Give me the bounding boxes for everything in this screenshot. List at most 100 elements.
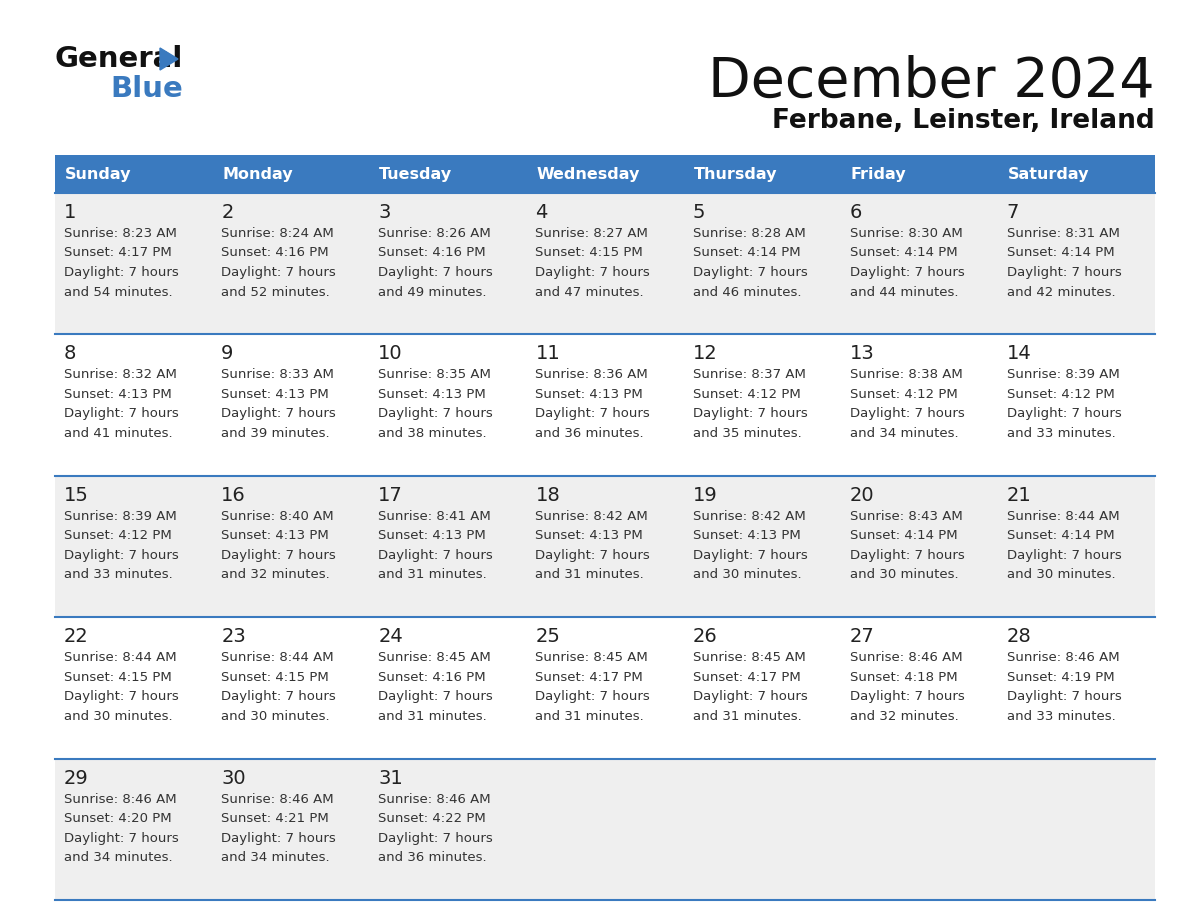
Text: Sunset: 4:16 PM: Sunset: 4:16 PM — [378, 671, 486, 684]
Text: Daylight: 7 hours: Daylight: 7 hours — [1007, 690, 1121, 703]
Text: and 36 minutes.: and 36 minutes. — [536, 427, 644, 440]
Text: Friday: Friday — [851, 166, 906, 182]
Text: Sunset: 4:22 PM: Sunset: 4:22 PM — [378, 812, 486, 825]
Text: Sunrise: 8:39 AM: Sunrise: 8:39 AM — [64, 509, 177, 522]
Text: Daylight: 7 hours: Daylight: 7 hours — [849, 690, 965, 703]
Text: and 35 minutes.: and 35 minutes. — [693, 427, 802, 440]
Text: Sunrise: 8:45 AM: Sunrise: 8:45 AM — [536, 651, 649, 665]
Text: 9: 9 — [221, 344, 234, 364]
Text: Ferbane, Leinster, Ireland: Ferbane, Leinster, Ireland — [772, 108, 1155, 134]
Text: 21: 21 — [1007, 486, 1031, 505]
Text: Daylight: 7 hours: Daylight: 7 hours — [1007, 549, 1121, 562]
Text: Sunrise: 8:44 AM: Sunrise: 8:44 AM — [1007, 509, 1119, 522]
Text: 13: 13 — [849, 344, 874, 364]
Text: 10: 10 — [378, 344, 403, 364]
Text: and 31 minutes.: and 31 minutes. — [378, 710, 487, 722]
Text: Sunset: 4:13 PM: Sunset: 4:13 PM — [693, 530, 801, 543]
Text: Sunset: 4:13 PM: Sunset: 4:13 PM — [378, 530, 486, 543]
Text: Daylight: 7 hours: Daylight: 7 hours — [849, 408, 965, 420]
Text: Sunrise: 8:43 AM: Sunrise: 8:43 AM — [849, 509, 962, 522]
Bar — [55, 476, 1155, 617]
Text: 3: 3 — [378, 203, 391, 222]
Text: Sunrise: 8:33 AM: Sunrise: 8:33 AM — [221, 368, 334, 381]
Text: and 38 minutes.: and 38 minutes. — [378, 427, 487, 440]
Text: 17: 17 — [378, 486, 403, 505]
Text: 24: 24 — [378, 627, 403, 646]
Text: Wednesday: Wednesday — [537, 166, 640, 182]
Text: Sunrise: 8:46 AM: Sunrise: 8:46 AM — [1007, 651, 1119, 665]
Text: 26: 26 — [693, 627, 718, 646]
Text: Sunrise: 8:28 AM: Sunrise: 8:28 AM — [693, 227, 805, 240]
Polygon shape — [160, 48, 178, 70]
Text: Sunrise: 8:35 AM: Sunrise: 8:35 AM — [378, 368, 491, 381]
Text: and 33 minutes.: and 33 minutes. — [64, 568, 172, 581]
Text: and 32 minutes.: and 32 minutes. — [221, 568, 330, 581]
Text: and 34 minutes.: and 34 minutes. — [64, 851, 172, 864]
Bar — [55, 334, 1155, 476]
Text: Sunrise: 8:45 AM: Sunrise: 8:45 AM — [378, 651, 491, 665]
Text: 14: 14 — [1007, 344, 1031, 364]
Text: and 36 minutes.: and 36 minutes. — [378, 851, 487, 864]
Text: and 52 minutes.: and 52 minutes. — [221, 285, 330, 298]
Text: Sunset: 4:14 PM: Sunset: 4:14 PM — [849, 247, 958, 260]
Text: Sunset: 4:14 PM: Sunset: 4:14 PM — [849, 530, 958, 543]
Text: Sunset: 4:13 PM: Sunset: 4:13 PM — [536, 530, 643, 543]
Text: 18: 18 — [536, 486, 561, 505]
Text: Sunrise: 8:44 AM: Sunrise: 8:44 AM — [64, 651, 177, 665]
Text: Sunrise: 8:23 AM: Sunrise: 8:23 AM — [64, 227, 177, 240]
Text: and 34 minutes.: and 34 minutes. — [849, 427, 959, 440]
Text: Daylight: 7 hours: Daylight: 7 hours — [378, 549, 493, 562]
Text: Daylight: 7 hours: Daylight: 7 hours — [378, 408, 493, 420]
Text: and 31 minutes.: and 31 minutes. — [693, 710, 802, 722]
Text: 25: 25 — [536, 627, 561, 646]
Text: Sunrise: 8:26 AM: Sunrise: 8:26 AM — [378, 227, 491, 240]
Text: and 44 minutes.: and 44 minutes. — [849, 285, 959, 298]
Text: Daylight: 7 hours: Daylight: 7 hours — [849, 266, 965, 279]
Text: 16: 16 — [221, 486, 246, 505]
Text: Sunset: 4:12 PM: Sunset: 4:12 PM — [849, 388, 958, 401]
Text: Sunset: 4:13 PM: Sunset: 4:13 PM — [221, 530, 329, 543]
Text: Sunset: 4:12 PM: Sunset: 4:12 PM — [1007, 388, 1114, 401]
Text: Sunrise: 8:30 AM: Sunrise: 8:30 AM — [849, 227, 962, 240]
Text: and 30 minutes.: and 30 minutes. — [849, 568, 959, 581]
Text: and 30 minutes.: and 30 minutes. — [693, 568, 801, 581]
Text: Sunset: 4:13 PM: Sunset: 4:13 PM — [378, 388, 486, 401]
Text: Sunset: 4:19 PM: Sunset: 4:19 PM — [1007, 671, 1114, 684]
Text: Daylight: 7 hours: Daylight: 7 hours — [693, 408, 808, 420]
Text: Sunset: 4:14 PM: Sunset: 4:14 PM — [693, 247, 801, 260]
Text: Sunset: 4:16 PM: Sunset: 4:16 PM — [378, 247, 486, 260]
Text: 20: 20 — [849, 486, 874, 505]
Text: Sunset: 4:14 PM: Sunset: 4:14 PM — [1007, 247, 1114, 260]
Text: Daylight: 7 hours: Daylight: 7 hours — [64, 832, 178, 845]
Text: Daylight: 7 hours: Daylight: 7 hours — [693, 690, 808, 703]
Text: Sunset: 4:17 PM: Sunset: 4:17 PM — [693, 671, 801, 684]
Text: 30: 30 — [221, 768, 246, 788]
Bar — [55, 617, 1155, 758]
Text: Daylight: 7 hours: Daylight: 7 hours — [378, 832, 493, 845]
Text: 19: 19 — [693, 486, 718, 505]
Text: Sunrise: 8:46 AM: Sunrise: 8:46 AM — [221, 792, 334, 806]
Text: 22: 22 — [64, 627, 89, 646]
Text: and 31 minutes.: and 31 minutes. — [536, 568, 644, 581]
Text: Daylight: 7 hours: Daylight: 7 hours — [64, 408, 178, 420]
Text: Sunrise: 8:42 AM: Sunrise: 8:42 AM — [693, 509, 805, 522]
Text: and 33 minutes.: and 33 minutes. — [1007, 427, 1116, 440]
Text: Daylight: 7 hours: Daylight: 7 hours — [64, 549, 178, 562]
Text: Sunset: 4:17 PM: Sunset: 4:17 PM — [536, 671, 643, 684]
Text: Daylight: 7 hours: Daylight: 7 hours — [221, 690, 336, 703]
Text: 28: 28 — [1007, 627, 1031, 646]
Text: 5: 5 — [693, 203, 704, 222]
Text: Sunrise: 8:36 AM: Sunrise: 8:36 AM — [536, 368, 649, 381]
Text: Sunset: 4:15 PM: Sunset: 4:15 PM — [221, 671, 329, 684]
Text: Sunday: Sunday — [65, 166, 132, 182]
Text: and 31 minutes.: and 31 minutes. — [378, 568, 487, 581]
Text: Sunrise: 8:41 AM: Sunrise: 8:41 AM — [378, 509, 491, 522]
Text: Sunset: 4:21 PM: Sunset: 4:21 PM — [221, 812, 329, 825]
Text: Sunrise: 8:44 AM: Sunrise: 8:44 AM — [221, 651, 334, 665]
Text: and 30 minutes.: and 30 minutes. — [64, 710, 172, 722]
Text: Daylight: 7 hours: Daylight: 7 hours — [221, 832, 336, 845]
Text: 15: 15 — [64, 486, 89, 505]
Text: Sunset: 4:13 PM: Sunset: 4:13 PM — [221, 388, 329, 401]
Text: Saturday: Saturday — [1007, 166, 1089, 182]
Text: Daylight: 7 hours: Daylight: 7 hours — [221, 266, 336, 279]
